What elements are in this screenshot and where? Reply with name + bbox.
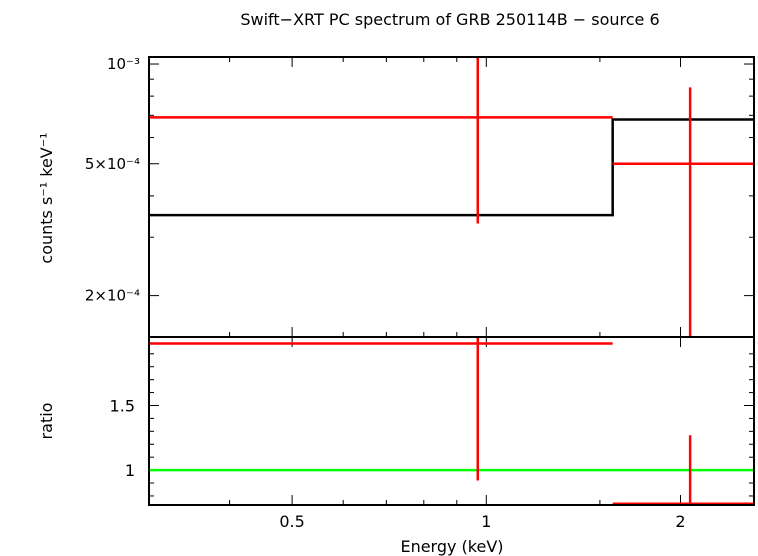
y-tick-label: 10⁻³ [107,55,140,73]
bottom-y-axis-label: ratio [37,403,56,440]
x-tick-label: 1 [481,512,491,531]
ratio-tick-label: 1.5 [110,396,135,415]
model-step-line [149,118,754,217]
x-axis-label: Energy (keV) [400,537,503,556]
top-panel-frame [148,56,755,338]
x-tick-label: 2 [675,512,685,531]
top-y-axis-label: counts s⁻¹ keV⁻¹ [37,132,56,263]
y-tick-label: 5×10⁻⁴ [85,155,140,173]
ratio-panel-frame [148,336,755,506]
y-tick-label: 2×10⁻⁴ [85,287,140,305]
chart-title: Swift−XRT PC spectrum of GRB 250114B − s… [240,10,659,29]
x-tick-label: 0.5 [279,512,304,531]
ratio-tick-label: 1 [125,461,135,480]
